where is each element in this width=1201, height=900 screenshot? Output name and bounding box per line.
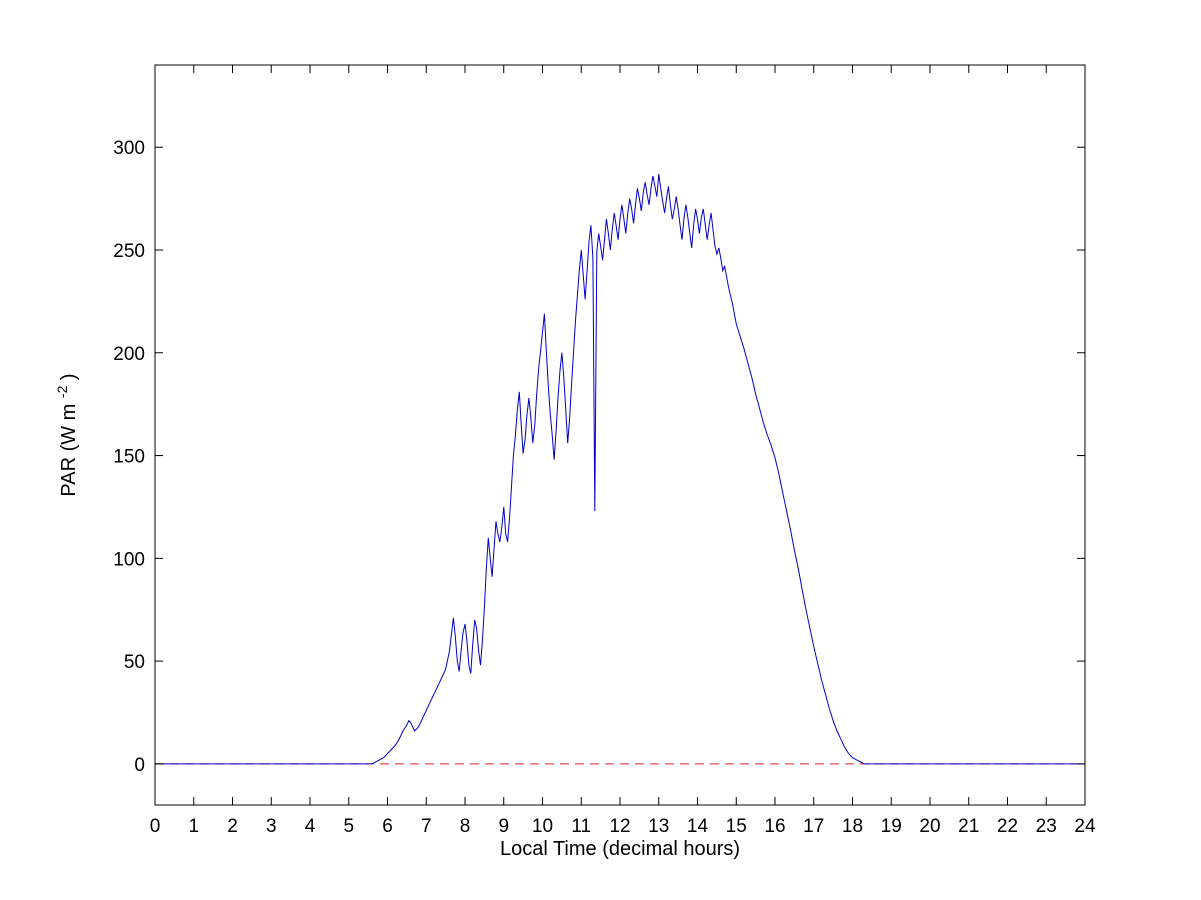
x-tick-label: 1 [188, 816, 199, 837]
x-tick-label: 21 [958, 816, 979, 837]
y-axis-label-prefix: PAR (W m [58, 404, 80, 497]
y-tick-label: 100 [113, 549, 145, 570]
axes-box [154, 64, 1086, 806]
x-tick-label: 23 [1036, 816, 1057, 837]
x-tick-label: 3 [266, 816, 277, 837]
y-axis-label-superscript: -2 [54, 385, 70, 398]
y-tick-label: 0 [134, 755, 145, 776]
x-tick-label: 0 [150, 816, 161, 837]
x-tick-label: 4 [305, 816, 316, 837]
x-axis-label: Local Time (decimal hours) [500, 838, 740, 860]
x-tick-label: 8 [460, 816, 471, 837]
tick-label-layer: 0 1 2 3 4 5 6 7 8 9 10 11 12 13 14 15 16 17 18 19 20 21 22 23 24… [113, 138, 1096, 837]
x-tick-label: 9 [498, 816, 509, 837]
x-tick-label: 5 [343, 816, 354, 837]
x-tick-label: 11 [571, 816, 591, 837]
x-tick-label: 15 [726, 816, 747, 837]
x-tick-label: 14 [687, 816, 709, 837]
x-tick-label: 18 [842, 816, 863, 837]
x-tick-label: 17 [803, 816, 824, 837]
series-layer [155, 173, 1085, 765]
x-tick-label: 12 [609, 816, 630, 837]
x-tick-label: 6 [382, 816, 393, 837]
x-tick-label: 13 [648, 816, 669, 837]
y-tick-label: 300 [113, 138, 145, 159]
axis-layer [154, 64, 1086, 806]
x-tick-label: 20 [919, 816, 940, 837]
x-tick-label: 10 [532, 816, 553, 837]
y-tick-label: 200 [113, 344, 145, 365]
y-tick-label: 150 [113, 447, 145, 468]
y-axis-label-suffix: ) [58, 373, 80, 380]
x-tick-label: 16 [764, 816, 785, 837]
x-tick-label: 7 [421, 816, 432, 837]
x-tick-label: 19 [881, 816, 902, 837]
y-axis-label: PAR (W m -2 ) [50, 373, 80, 496]
x-tick-label: 22 [997, 816, 1018, 837]
y-tick-label: 50 [124, 652, 145, 673]
x-tick-label: 2 [227, 816, 238, 837]
x-tick-label: 24 [1074, 816, 1096, 837]
par-series-line [155, 173, 1085, 765]
y-tick-label: 250 [113, 241, 145, 262]
